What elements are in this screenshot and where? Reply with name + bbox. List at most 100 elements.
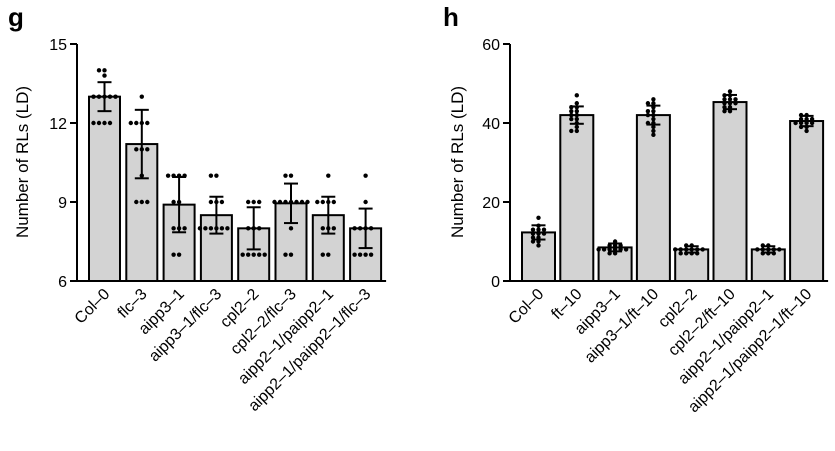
- point-g-7-4: [368, 226, 374, 231]
- point-h-3-5: [645, 108, 651, 114]
- point-g-5-4: [294, 199, 299, 205]
- bar-h-5: [712, 101, 748, 282]
- point-g-3-4: [219, 199, 225, 205]
- point-h-7-7: [809, 120, 815, 126]
- point-g-7-9: [352, 252, 357, 257]
- point-g-7-1: [363, 199, 368, 205]
- point-g-6-0: [326, 173, 331, 178]
- point-h-7-8: [793, 120, 798, 126]
- point-h-4-5: [678, 247, 683, 252]
- point-g-2-8: [182, 226, 187, 231]
- point-g-6-2: [320, 199, 325, 205]
- point-g-2-3: [165, 173, 171, 178]
- point-h-4-6: [700, 247, 705, 252]
- point-h-2-7: [601, 247, 607, 252]
- point-g-5-6: [299, 199, 305, 205]
- point-g-0-0: [102, 68, 107, 73]
- point-g-4-7: [246, 252, 251, 257]
- point-h-0-7: [541, 231, 547, 236]
- bar-h-1: [559, 114, 595, 282]
- point-g-4-2: [257, 199, 262, 205]
- y-axis-title-h: Number of RLs (LD): [448, 86, 467, 238]
- y-tick-label-h-0: 0: [491, 274, 500, 291]
- point-g-6-7: [331, 226, 336, 231]
- point-g-4-8: [257, 252, 262, 257]
- point-g-1-2: [134, 120, 139, 126]
- point-g-1-11: [145, 199, 150, 205]
- point-h-1-12: [574, 128, 579, 134]
- point-g-1-4: [128, 120, 133, 126]
- point-g-0-5: [107, 94, 113, 99]
- point-g-7-7: [357, 252, 363, 257]
- point-g-7-5: [352, 226, 357, 231]
- point-h-3-13: [651, 132, 656, 138]
- point-h-1-5: [569, 108, 574, 114]
- point-h-2-9: [596, 247, 601, 252]
- point-g-7-8: [368, 252, 374, 257]
- point-g-6-4: [315, 199, 320, 205]
- point-g-4-5: [257, 226, 262, 231]
- point-g-0-6: [91, 94, 96, 99]
- point-g-1-0: [139, 94, 144, 99]
- point-g-4-1: [246, 199, 251, 205]
- point-h-7-11: [804, 128, 809, 134]
- panel-letter-h: h: [443, 2, 459, 32]
- point-h-1-0: [574, 93, 579, 98]
- point-g-3-6: [208, 226, 214, 231]
- point-g-1-10: [134, 199, 139, 205]
- y-tick-label-g-2: 12: [49, 116, 67, 133]
- point-h-1-9: [569, 116, 574, 122]
- point-h-1-7: [569, 112, 574, 118]
- point-g-3-8: [203, 226, 208, 231]
- point-g-5-7: [272, 199, 277, 205]
- y-tick-label-g-3: 15: [49, 37, 67, 54]
- y-axis-title-g: Number of RLs (LD): [13, 86, 32, 238]
- point-h-3-7: [645, 112, 651, 118]
- bar-h-2: [597, 246, 633, 283]
- point-g-6-9: [320, 252, 325, 257]
- point-g-3-0: [214, 173, 219, 178]
- point-h-3-0: [651, 97, 656, 102]
- point-g-4-10: [262, 252, 267, 257]
- bar-g-3: [199, 214, 233, 283]
- point-g-1-7: [145, 147, 150, 152]
- point-h-5-7: [722, 101, 727, 106]
- point-h-6-5: [755, 247, 760, 252]
- point-g-2-9: [176, 252, 182, 257]
- point-g-6-3: [331, 199, 336, 205]
- point-h-4-3: [684, 247, 689, 252]
- point-h-0-12: [536, 243, 541, 248]
- point-g-5-5: [277, 199, 283, 205]
- point-h-6-6: [777, 247, 782, 252]
- point-g-5-3: [283, 199, 288, 205]
- point-g-0-7: [113, 94, 118, 99]
- point-h-0-6: [530, 231, 536, 236]
- x-tick-label-h-0: Col–0: [506, 286, 548, 328]
- point-h-1-13: [569, 128, 574, 134]
- point-g-2-7: [171, 226, 176, 231]
- point-h-5-4: [722, 97, 727, 102]
- point-g-1-6: [134, 147, 139, 152]
- bar-g-0: [88, 95, 121, 282]
- point-h-5-8: [733, 101, 738, 106]
- point-g-1-9: [139, 199, 144, 205]
- point-h-4-7: [673, 247, 678, 252]
- point-h-3-1: [651, 101, 656, 106]
- point-g-5-10: [288, 252, 294, 257]
- bar-h-7: [789, 120, 825, 283]
- point-g-7-3: [357, 226, 363, 231]
- point-h-0-3: [530, 227, 536, 232]
- point-g-5-0: [288, 173, 294, 178]
- point-h-0-4: [541, 227, 547, 232]
- point-g-4-0: [251, 199, 256, 205]
- point-g-1-3: [145, 120, 150, 126]
- point-g-0-10: [107, 120, 113, 126]
- point-g-5-11: [283, 252, 288, 257]
- point-h-1-1: [574, 101, 579, 106]
- y-tick-label-h-1: 20: [482, 195, 500, 212]
- point-g-3-3: [208, 199, 214, 205]
- point-h-3-2: [645, 101, 651, 106]
- point-g-5-1: [283, 173, 288, 178]
- point-h-4-4: [695, 247, 700, 252]
